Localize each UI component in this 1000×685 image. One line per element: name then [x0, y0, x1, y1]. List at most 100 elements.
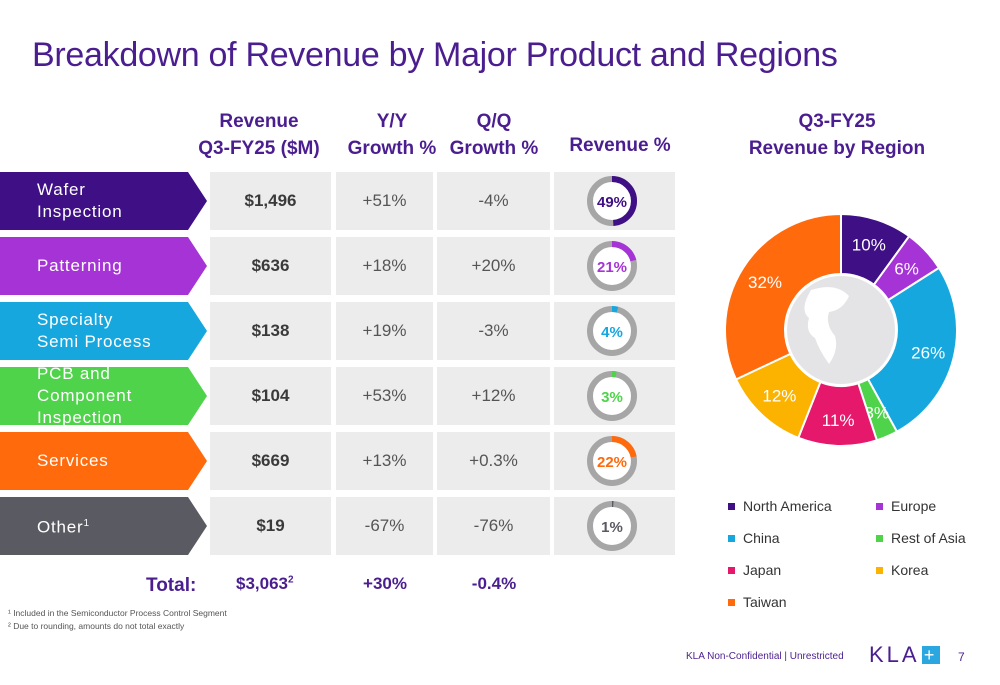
donut-share-label: 21% [597, 259, 627, 276]
legend-swatch [728, 534, 735, 542]
donut-share-arc [587, 176, 637, 226]
footnote-2: ² Due to rounding, amounts do not total … [8, 621, 185, 631]
legend-item: North America [728, 498, 832, 514]
revenue-cell: $636 [210, 237, 331, 295]
revenue-cell: $19 [210, 497, 331, 555]
header-yy-line1: Y/Y [376, 111, 408, 132]
legend-label: Rest of Asia [891, 530, 966, 546]
qq-growth-cell: +20% [437, 237, 550, 295]
donut-share-arc [587, 371, 637, 421]
product-row: Other1 $19 -67% -76% 1% [0, 497, 675, 555]
kla-plus-icon: + [921, 646, 940, 664]
product-row: PCB and Component Inspection $104 +53% +12% 3… [0, 367, 675, 425]
yy-growth-cell: +19% [336, 302, 433, 360]
legend-swatch [728, 566, 735, 574]
product-segment-label-line: Other1 [37, 513, 90, 539]
donut-share-label: 22% [597, 454, 627, 471]
donut-share-label: 3% [601, 389, 623, 406]
footnote-1: ¹ Included in the Semiconductor Process … [8, 608, 227, 618]
header-qq-line1: Q/Q [476, 111, 512, 132]
legend-item: Rest of Asia [876, 530, 966, 546]
donut-share-arc [587, 436, 637, 486]
product-segment-label: Other1 [37, 497, 90, 555]
legend-swatch [876, 502, 883, 510]
revenue-share-donut: 21% [587, 241, 637, 291]
yy-growth-cell: -67% [336, 497, 433, 555]
total-qq: -0.4% [471, 574, 517, 593]
product-segment-label-line: Semi Process [37, 332, 152, 351]
total-label: Total: [146, 575, 197, 596]
legend-item: Europe [876, 498, 936, 514]
product-segment-label-line: Inspection [37, 202, 123, 221]
product-row: Patterning $636 +18% +20% 21% [0, 237, 675, 295]
product-segment-label-line: Specialty [37, 310, 114, 329]
product-segment-arrow: Patterning [0, 237, 207, 295]
product-segment-arrow: Specialty Semi Process [0, 302, 207, 360]
region-slice-label: 32% [748, 273, 782, 292]
product-segment-label-text: Other [37, 517, 84, 537]
donut-share-arc [587, 306, 637, 356]
product-row: Specialty Semi Process $138 +19% -3% 4% [0, 302, 675, 360]
qq-growth-cell: -3% [437, 302, 550, 360]
product-segment-label: Patterning [37, 237, 123, 295]
revenue-share-cell: 21% [554, 237, 675, 295]
globe-landmass [804, 287, 849, 364]
header-yy: Y/Y Growth % [340, 108, 444, 162]
qq-growth-cell: -76% [437, 497, 550, 555]
revenue-cell: $104 [210, 367, 331, 425]
yy-growth-cell: +53% [336, 367, 433, 425]
revenue-share-donut: 4% [587, 306, 637, 356]
region-slice-taiwan [724, 212, 842, 381]
region-chart-title-line2: Revenue by Region [748, 138, 926, 159]
yy-growth-cell: +18% [336, 237, 433, 295]
revenue-share-cell: 1% [554, 497, 675, 555]
revenue-share-donut: 49% [587, 176, 637, 226]
legend-swatch [728, 598, 735, 606]
product-segment-label-line: Patterning [37, 256, 123, 275]
revenue-share-cell: 49% [554, 172, 675, 230]
qq-growth-cell: +0.3% [437, 432, 550, 490]
product-segment-label-line: Inspection [37, 408, 123, 427]
total-revenue: $3,0632 [236, 574, 294, 594]
donut-share-arc [587, 501, 637, 551]
revenue-share-donut: 3% [587, 371, 637, 421]
legend-label: Japan [743, 562, 782, 578]
confidentiality-notice: KLA Non-Confidential | Unrestricted [686, 651, 844, 662]
total-yy: +30% [363, 574, 407, 593]
legend-item: Japan [728, 562, 781, 578]
product-segment-arrow: PCB and Component Inspection [0, 367, 207, 425]
product-segment-label: Specialty Semi Process [37, 302, 151, 360]
legend-item: Korea [876, 562, 928, 578]
product-row: Wafer Inspection $1,496 +51% -4% 49% [0, 172, 675, 230]
region-slice-china [866, 266, 958, 434]
header-revenue-line2: Q3-FY25 ($M) [198, 138, 320, 159]
product-row: Services $669 +13% +0.3% 22% [0, 432, 675, 490]
product-segment-label-line: PCB and Component [37, 364, 133, 405]
footnote-marker: 1 [83, 518, 90, 530]
revenue-share-cell: 3% [554, 367, 675, 425]
product-segment-label: PCB and Component Inspection [37, 367, 207, 425]
legend-label: China [743, 530, 780, 546]
donut-share-arc [587, 241, 637, 291]
region-slice-label: 6% [894, 259, 919, 278]
legend-label: Europe [891, 498, 937, 514]
donut-share-label: 1% [601, 519, 623, 536]
product-segment-label-line: Services [37, 451, 109, 470]
revenue-cell: $669 [210, 432, 331, 490]
revenue-cell: $138 [210, 302, 331, 360]
header-revenue-pct: Revenue % [569, 135, 671, 156]
region-slice-label: 26% [911, 343, 945, 362]
revenue-share-cell: 4% [554, 302, 675, 360]
header-qq-line2: Growth % [449, 138, 539, 159]
revenue-share-donut: 22% [587, 436, 637, 486]
product-segment-arrow: Wafer Inspection [0, 172, 207, 230]
legend-label: North America [743, 498, 832, 514]
kla-logo: KLA + [869, 642, 940, 668]
header-yy-line2: Growth % [347, 138, 437, 159]
product-segment-arrow: Services [0, 432, 207, 490]
kla-logo-text: KLA [869, 642, 920, 667]
qq-growth-cell: -4% [437, 172, 550, 230]
legend-item: Taiwan [728, 594, 787, 610]
donut-share-label: 4% [601, 324, 623, 341]
region-slice-label: 11% [822, 411, 855, 430]
